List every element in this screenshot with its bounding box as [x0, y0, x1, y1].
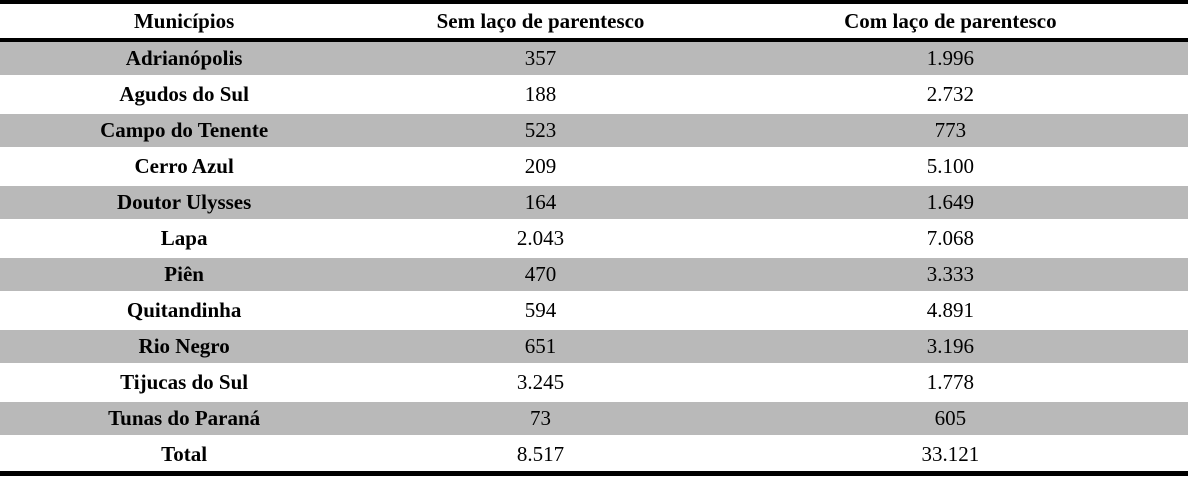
sem-laco-value-cell: 188	[368, 76, 713, 114]
total-com-laco-cell: 33.121	[712, 436, 1188, 474]
com-laco-value-cell: 2.732	[712, 76, 1188, 114]
municipality-cell: Doutor Ulysses	[0, 184, 369, 222]
sem-laco-value-cell: 523	[368, 112, 713, 150]
com-laco-value-cell: 3.196	[712, 328, 1188, 366]
municipality-cell: Agudos do Sul	[0, 76, 369, 114]
sem-laco-value-cell: 164	[368, 184, 713, 222]
municipality-cell: Tunas do Paraná	[0, 400, 369, 438]
com-laco-value-cell: 773	[712, 112, 1188, 150]
table-body: Adrianópolis 357 1.996 Agudos do Sul 188…	[0, 40, 1188, 474]
sem-laco-value-cell: 73	[368, 400, 713, 438]
municipality-cell: Rio Negro	[0, 328, 369, 366]
sem-laco-value-cell: 2.043	[368, 220, 713, 258]
municipality-cell: Campo do Tenente	[0, 112, 369, 150]
municipality-cell: Tijucas do Sul	[0, 364, 369, 402]
com-laco-value-cell: 1.778	[712, 364, 1188, 402]
table-row: Tunas do Paraná 73 605	[0, 400, 1188, 438]
table-header: Municípios Sem laço de parentesco Com la…	[0, 2, 1188, 42]
municipality-cell: Lapa	[0, 220, 369, 258]
table-row: Cerro Azul 209 5.100	[0, 148, 1188, 186]
com-laco-value-cell: 605	[712, 400, 1188, 438]
sem-laco-value-cell: 594	[368, 292, 713, 330]
table-row: Doutor Ulysses 164 1.649	[0, 184, 1188, 222]
sem-laco-value-cell: 470	[368, 256, 713, 294]
com-laco-value-cell: 4.891	[712, 292, 1188, 330]
com-laco-value-cell: 7.068	[712, 220, 1188, 258]
total-row: Total 8.517 33.121	[0, 436, 1188, 474]
municipality-cell: Piên	[0, 256, 369, 294]
table-row: Adrianópolis 357 1.996	[0, 40, 1188, 78]
col-header-sem-laco: Sem laço de parentesco	[368, 2, 713, 42]
table-row: Campo do Tenente 523 773	[0, 112, 1188, 150]
table-row: Tijucas do Sul 3.245 1.778	[0, 364, 1188, 402]
municipality-cell: Cerro Azul	[0, 148, 369, 186]
sem-laco-value-cell: 357	[368, 40, 713, 78]
table-row: Piên 470 3.333	[0, 256, 1188, 294]
col-header-municipios: Municípios	[0, 2, 369, 42]
table-row: Rio Negro 651 3.196	[0, 328, 1188, 366]
col-header-com-laco: Com laço de parentesco	[712, 2, 1188, 42]
municipality-cell: Quitandinha	[0, 292, 369, 330]
total-label-cell: Total	[0, 436, 369, 474]
sem-laco-value-cell: 209	[368, 148, 713, 186]
header-row: Municípios Sem laço de parentesco Com la…	[0, 2, 1188, 42]
com-laco-value-cell: 1.649	[712, 184, 1188, 222]
com-laco-value-cell: 5.100	[712, 148, 1188, 186]
com-laco-value-cell: 1.996	[712, 40, 1188, 78]
table-row: Quitandinha 594 4.891	[0, 292, 1188, 330]
sem-laco-value-cell: 3.245	[368, 364, 713, 402]
municipality-cell: Adrianópolis	[0, 40, 369, 78]
sem-laco-value-cell: 651	[368, 328, 713, 366]
com-laco-value-cell: 3.333	[712, 256, 1188, 294]
table-row: Lapa 2.043 7.068	[0, 220, 1188, 258]
table-row: Agudos do Sul 188 2.732	[0, 76, 1188, 114]
total-sem-laco-cell: 8.517	[368, 436, 713, 474]
